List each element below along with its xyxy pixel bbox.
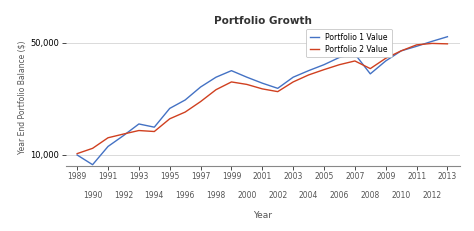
Portfolio 2 Value bbox=[290, 81, 296, 83]
X-axis label: Year: Year bbox=[254, 211, 273, 220]
Portfolio 2 Value bbox=[383, 57, 389, 60]
Text: 2002: 2002 bbox=[268, 191, 287, 200]
Title: Portfolio Growth: Portfolio Growth bbox=[214, 15, 312, 26]
Portfolio 2 Value bbox=[105, 136, 111, 139]
Portfolio 1 Value bbox=[228, 69, 234, 72]
Text: 2010: 2010 bbox=[392, 191, 411, 200]
Portfolio 2 Value bbox=[337, 63, 342, 66]
Portfolio 2 Value bbox=[167, 117, 173, 120]
Y-axis label: Year End Portfolio Balance ($): Year End Portfolio Balance ($) bbox=[18, 40, 27, 154]
Text: 2012: 2012 bbox=[422, 191, 442, 200]
Portfolio 2 Value bbox=[321, 68, 327, 71]
Portfolio 2 Value bbox=[74, 152, 80, 155]
Portfolio 2 Value bbox=[228, 81, 234, 83]
Portfolio 1 Value bbox=[383, 60, 389, 62]
Portfolio 2 Value bbox=[182, 111, 188, 113]
Portfolio 2 Value bbox=[275, 90, 281, 93]
Portfolio 2 Value bbox=[429, 42, 435, 45]
Text: 2008: 2008 bbox=[361, 191, 380, 200]
Portfolio 1 Value bbox=[259, 82, 265, 85]
Line: Portfolio 1 Value: Portfolio 1 Value bbox=[77, 37, 447, 165]
Portfolio 1 Value bbox=[306, 69, 311, 72]
Portfolio 1 Value bbox=[244, 76, 250, 79]
Portfolio 1 Value bbox=[398, 49, 404, 52]
Portfolio 1 Value bbox=[414, 45, 419, 48]
Portfolio 1 Value bbox=[367, 73, 373, 75]
Portfolio 1 Value bbox=[337, 56, 342, 59]
Portfolio 2 Value bbox=[244, 83, 250, 86]
Text: 1998: 1998 bbox=[206, 191, 226, 200]
Portfolio 2 Value bbox=[198, 100, 203, 103]
Portfolio 1 Value bbox=[321, 63, 327, 66]
Portfolio 2 Value bbox=[367, 67, 373, 70]
Text: 1992: 1992 bbox=[114, 191, 133, 200]
Text: 2000: 2000 bbox=[237, 191, 256, 200]
Legend: Portfolio 1 Value, Portfolio 2 Value: Portfolio 1 Value, Portfolio 2 Value bbox=[306, 29, 392, 58]
Line: Portfolio 2 Value: Portfolio 2 Value bbox=[77, 43, 447, 154]
Text: 2006: 2006 bbox=[330, 191, 349, 200]
Portfolio 1 Value bbox=[182, 99, 188, 101]
Portfolio 2 Value bbox=[398, 49, 404, 52]
Portfolio 1 Value bbox=[90, 163, 95, 166]
Portfolio 1 Value bbox=[120, 134, 126, 137]
Portfolio 1 Value bbox=[445, 35, 450, 38]
Portfolio 2 Value bbox=[259, 88, 265, 90]
Portfolio 1 Value bbox=[198, 86, 203, 88]
Portfolio 1 Value bbox=[136, 123, 142, 125]
Portfolio 1 Value bbox=[290, 76, 296, 79]
Portfolio 2 Value bbox=[414, 43, 419, 46]
Portfolio 1 Value bbox=[167, 107, 173, 110]
Portfolio 1 Value bbox=[275, 87, 281, 90]
Text: 2004: 2004 bbox=[299, 191, 318, 200]
Portfolio 1 Value bbox=[74, 154, 80, 156]
Text: 1990: 1990 bbox=[83, 191, 102, 200]
Portfolio 2 Value bbox=[152, 130, 157, 133]
Text: 1996: 1996 bbox=[175, 191, 195, 200]
Portfolio 2 Value bbox=[306, 73, 311, 76]
Text: 1994: 1994 bbox=[145, 191, 164, 200]
Portfolio 1 Value bbox=[213, 76, 219, 79]
Portfolio 1 Value bbox=[429, 40, 435, 43]
Portfolio 2 Value bbox=[120, 133, 126, 135]
Portfolio 2 Value bbox=[352, 60, 358, 62]
Portfolio 1 Value bbox=[352, 53, 358, 55]
Portfolio 2 Value bbox=[90, 147, 95, 150]
Portfolio 2 Value bbox=[213, 88, 219, 91]
Portfolio 1 Value bbox=[105, 145, 111, 148]
Portfolio 1 Value bbox=[152, 126, 157, 129]
Portfolio 2 Value bbox=[445, 43, 450, 45]
Portfolio 2 Value bbox=[136, 129, 142, 132]
